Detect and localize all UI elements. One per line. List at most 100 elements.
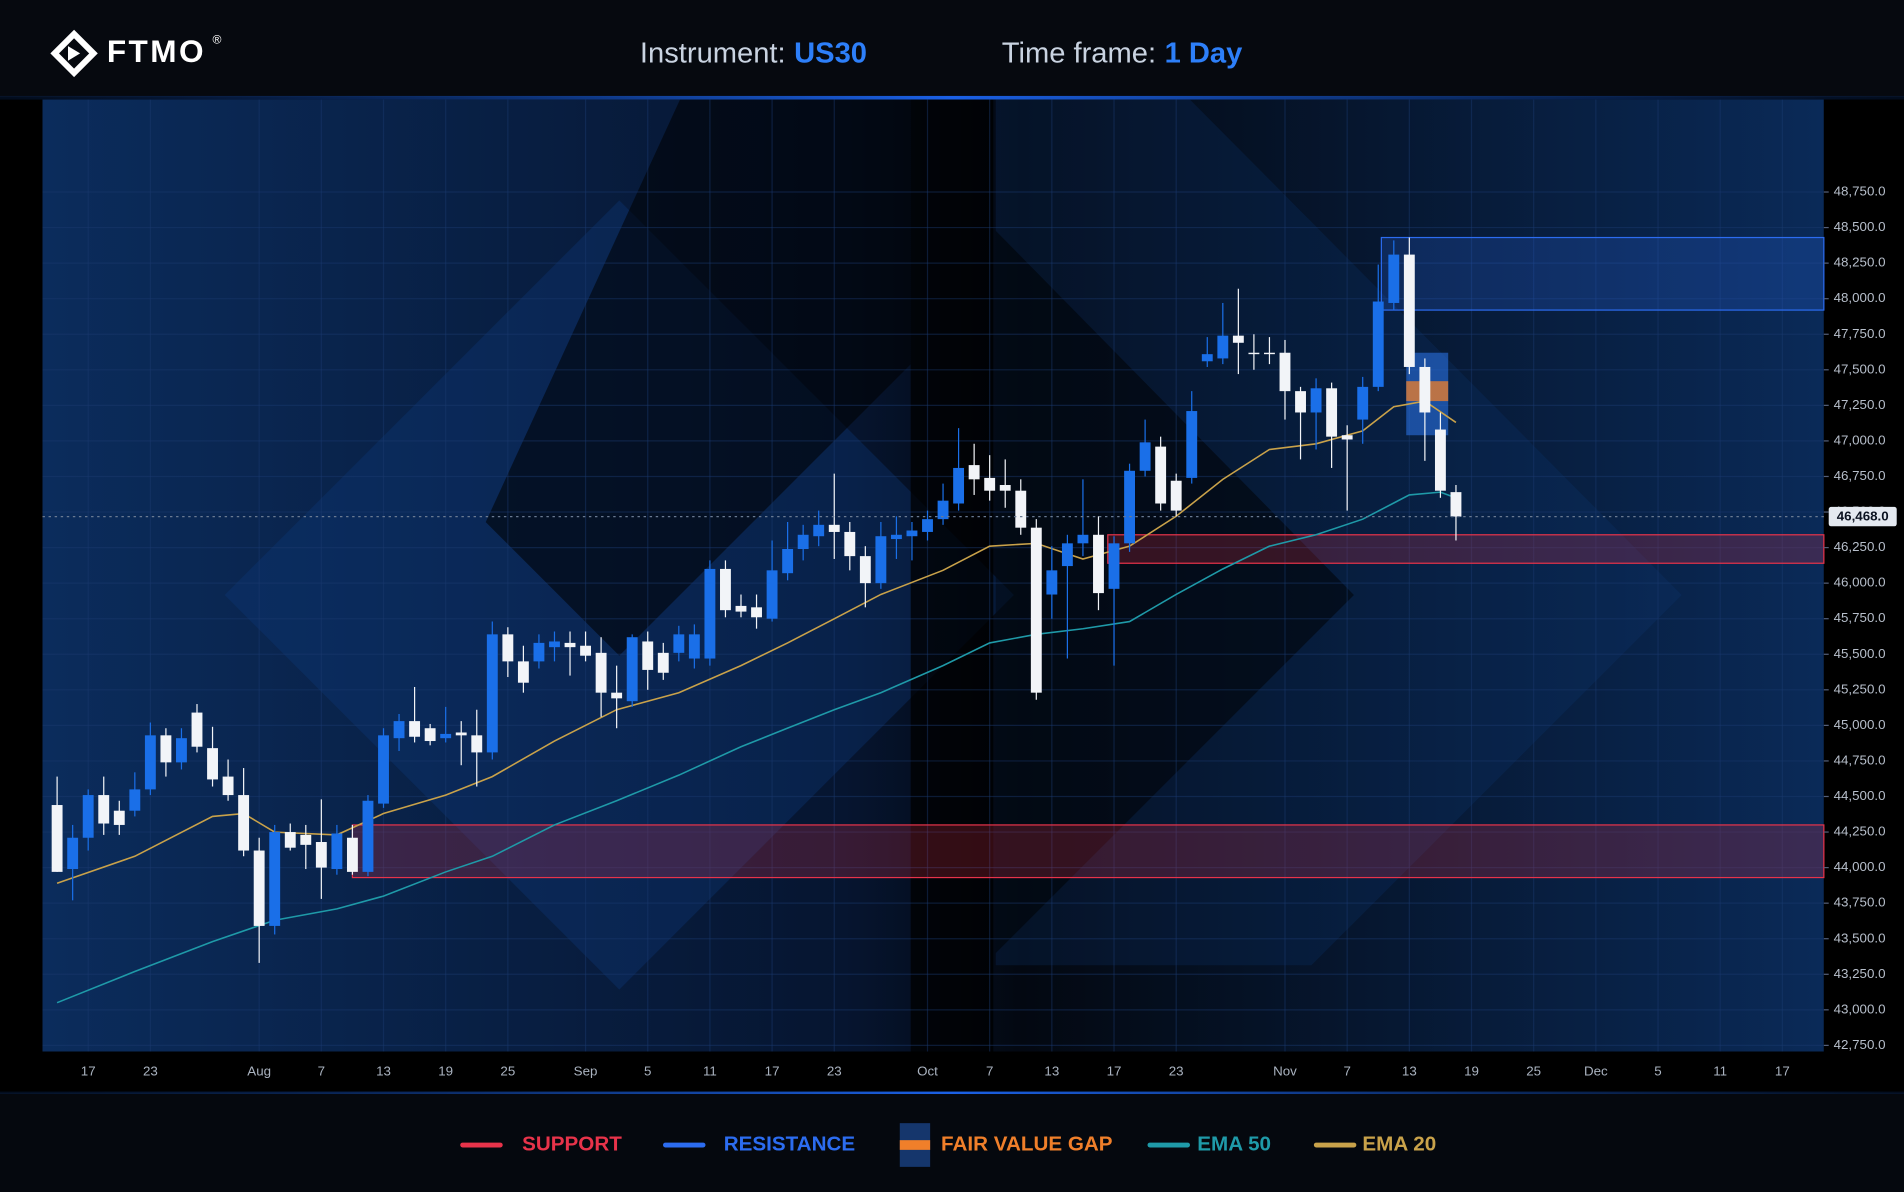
legend-label: FAIR VALUE GAP — [941, 1132, 1113, 1155]
candle-body — [906, 530, 918, 537]
candle-body — [766, 570, 778, 619]
candle-body — [129, 789, 141, 811]
x-tick-label: 7 — [986, 1064, 993, 1079]
x-axis-panel — [0, 1051, 1904, 1093]
y-tick-label: 48,500.0 — [1834, 219, 1886, 234]
candle-body — [1139, 442, 1151, 471]
footer-glow — [0, 1091, 1904, 1095]
last-price-label: 46,468.0 — [1837, 509, 1889, 524]
instrument-label: Instrument: — [640, 37, 786, 69]
y-tick-label: 43,250.0 — [1834, 966, 1886, 981]
candle-body — [1419, 366, 1431, 413]
candle-body — [238, 795, 250, 851]
candle-body — [1155, 446, 1167, 504]
legend-label: SUPPORT — [522, 1132, 622, 1155]
y-tick-label: 44,500.0 — [1834, 788, 1886, 803]
timeframe: Time frame: 1 Day — [1002, 37, 1243, 69]
candle-body — [191, 712, 203, 747]
logo: FTMO ® — [50, 29, 222, 78]
ema-line — [56, 400, 1457, 884]
candle-body — [1434, 429, 1446, 491]
x-tick-label: 13 — [376, 1064, 391, 1079]
candle-body — [517, 661, 529, 683]
x-tick-label: 23 — [143, 1064, 158, 1079]
candle-body — [471, 735, 483, 753]
x-tick-label: 5 — [1654, 1064, 1661, 1079]
candle-body — [875, 536, 887, 584]
trademark: ® — [213, 32, 222, 46]
candle-body — [1046, 570, 1058, 595]
x-tick-label: 25 — [500, 1064, 515, 1079]
x-tick-label: Sep — [574, 1064, 598, 1079]
candle-body — [953, 467, 965, 504]
candle-body — [424, 728, 436, 742]
candle-body — [890, 534, 902, 540]
candle-body — [98, 795, 110, 824]
candle-body — [331, 833, 343, 870]
y-tick-label: 45,750.0 — [1834, 610, 1886, 625]
x-tick-label: 23 — [1169, 1064, 1184, 1079]
zones — [351, 236, 1825, 879]
candle-body — [1201, 354, 1213, 362]
x-tick-label: 25 — [1526, 1064, 1541, 1079]
candle-body — [346, 837, 358, 872]
candle-body — [378, 735, 389, 804]
y-tick-label: 43,500.0 — [1834, 930, 1886, 945]
candle-body — [1124, 470, 1136, 544]
x-tick-label: Oct — [917, 1064, 938, 1079]
candle-body — [735, 605, 747, 612]
candle-body — [160, 735, 172, 763]
candle-body — [1310, 388, 1322, 413]
candle-body — [1326, 388, 1338, 437]
candle-body — [176, 738, 187, 763]
candle-body — [673, 634, 685, 653]
candle-body — [284, 832, 296, 848]
candle-body — [269, 832, 281, 926]
candle-body — [113, 810, 125, 825]
candle-body — [253, 850, 265, 926]
candle-body — [984, 477, 996, 491]
candle-body — [797, 534, 809, 550]
y-tick-label: 43,000.0 — [1834, 1001, 1886, 1016]
candle-body — [144, 735, 156, 790]
logo-icon — [50, 29, 98, 78]
legend-label: EMA 50 — [1197, 1132, 1271, 1155]
header-glow — [0, 95, 1904, 100]
decor-dark — [485, 99, 911, 656]
x-tick-label: 17 — [81, 1064, 96, 1079]
x-tick-label: Aug — [247, 1064, 271, 1079]
y-tick-label: 46,000.0 — [1834, 575, 1886, 590]
y-tick-label: 48,250.0 — [1834, 255, 1886, 270]
candle-body — [1232, 335, 1244, 343]
y-tick-label: 48,000.0 — [1834, 290, 1886, 305]
legend-label: EMA 20 — [1362, 1132, 1436, 1155]
y-tick-label: 47,500.0 — [1834, 361, 1886, 376]
candle-body — [1341, 435, 1353, 440]
legend: SUPPORT RESISTANCE FAIR VALUE GAP EMA 50 EMA… — [460, 1123, 1436, 1167]
timeframe-label: Time frame: — [1002, 37, 1156, 69]
x-tick-label: 5 — [644, 1064, 651, 1079]
x-tick-label: 19 — [1464, 1064, 1479, 1079]
candle-body — [1388, 254, 1400, 303]
y-tick-label: 42,750.0 — [1834, 1037, 1886, 1052]
candle-body — [1093, 534, 1104, 594]
x-tick-label: 11 — [703, 1064, 717, 1079]
legend-icon — [899, 1140, 931, 1150]
y-tick-label: 45,000.0 — [1834, 717, 1886, 732]
candle-body — [751, 607, 762, 618]
footer-bar — [0, 1092, 1904, 1192]
candles — [51, 237, 1462, 963]
candle-body — [937, 500, 949, 520]
candle-body — [782, 549, 794, 574]
y-tick-label: 44,750.0 — [1834, 752, 1886, 767]
zone-band — [1380, 236, 1825, 311]
candle-body — [1061, 543, 1073, 567]
x-tick-label: 13 — [1402, 1064, 1417, 1079]
y-tick-label: 44,250.0 — [1834, 824, 1886, 839]
candle-body — [393, 721, 405, 739]
x-tick-label: 17 — [765, 1064, 780, 1079]
candle-body — [564, 642, 576, 648]
axes: 42,750.0 43,000.0 43,250.0 43,500.0 43,750.0… — [42, 184, 1897, 1079]
candle-body — [611, 692, 623, 699]
ema-line — [56, 491, 1457, 1004]
